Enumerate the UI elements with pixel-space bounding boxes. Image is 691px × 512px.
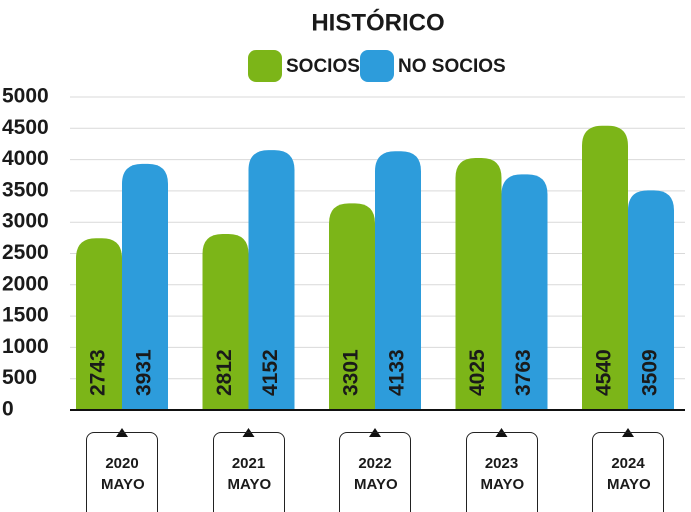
bar <box>628 190 674 410</box>
y-tick-label: 4500 <box>2 116 49 139</box>
value-label: 2743 <box>87 349 110 396</box>
bar <box>202 233 249 410</box>
y-tick-label: 5000 <box>2 85 49 108</box>
y-tick-label: 500 <box>2 366 37 389</box>
legend-swatch <box>360 50 394 82</box>
y-tick-label: 1500 <box>2 304 49 327</box>
x-tick-label: 2020 MAYO <box>86 432 158 512</box>
x-tick-label: 2024 MAYO <box>592 432 664 512</box>
x-tick-label: 2021 MAYO <box>212 432 285 512</box>
bar <box>122 163 168 410</box>
y-tick-label: 0 <box>2 398 14 421</box>
value-label: 2812 <box>213 349 236 396</box>
y-tick-label: 3500 <box>2 178 49 201</box>
value-label: 4540 <box>593 349 616 396</box>
y-tick-label: 1000 <box>2 335 49 358</box>
y-tick-label: 2000 <box>2 272 49 295</box>
bar <box>329 203 375 410</box>
bar <box>375 151 421 410</box>
legend-swatch <box>248 50 282 82</box>
x-tick-label: 2022 MAYO <box>339 432 411 512</box>
x-tick-label: 2023 MAYO <box>465 432 538 512</box>
y-tick-label: 4000 <box>2 147 49 170</box>
legend-label: SOCIOS <box>286 56 360 77</box>
value-label: 3763 <box>512 349 535 396</box>
legend-label: NO SOCIOS <box>398 56 506 77</box>
y-tick-label: 3000 <box>2 210 49 233</box>
bar <box>455 158 502 410</box>
chart-title: HISTÓRICO <box>311 8 444 36</box>
value-label: 3931 <box>133 349 156 396</box>
value-label: 4025 <box>466 349 489 396</box>
value-label: 4133 <box>386 349 409 396</box>
value-label: 4152 <box>259 349 282 396</box>
bar <box>76 238 122 410</box>
y-tick-label: 2500 <box>2 241 49 264</box>
value-label: 3301 <box>340 349 363 396</box>
bar <box>501 174 548 410</box>
value-label: 3509 <box>639 349 662 396</box>
bar <box>582 125 628 411</box>
bar <box>248 150 295 411</box>
